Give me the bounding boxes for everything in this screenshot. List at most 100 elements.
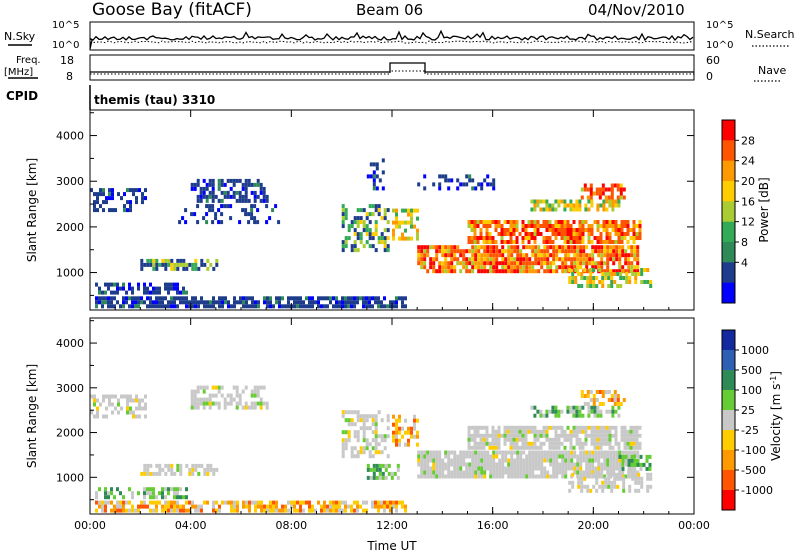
heatmap-cell <box>492 186 496 191</box>
heatmap-cell <box>533 240 537 244</box>
heatmap-cell <box>509 445 513 450</box>
heatmap-cell <box>152 491 155 496</box>
heatmap-cell <box>564 249 568 254</box>
heatmap-cell <box>262 385 266 390</box>
heatmap-cell <box>423 253 427 258</box>
heatmap-cell <box>344 438 348 443</box>
colorbar-frame <box>721 329 736 511</box>
heatmap-cell <box>212 504 215 509</box>
heatmap-cell <box>122 304 125 309</box>
heatmap-cell <box>474 245 478 250</box>
heatmap-cell <box>513 470 517 475</box>
heatmap-cell <box>474 450 478 455</box>
heatmap-cell <box>512 433 516 438</box>
heatmap-cell <box>185 296 188 301</box>
heatmap-cell <box>244 405 248 410</box>
heatmap-cell <box>435 470 439 475</box>
heatmap-cell <box>516 474 520 479</box>
heatmap-cell <box>374 296 377 301</box>
colorbar-tick-label: 20 <box>741 175 755 188</box>
heatmap-cell <box>262 401 266 406</box>
heatmap-cell <box>311 508 314 513</box>
heatmap-cell <box>521 433 525 438</box>
heatmap-cell <box>602 441 606 446</box>
heatmap-cell <box>164 262 168 267</box>
heatmap-cell <box>462 450 466 455</box>
heatmap-cell <box>238 401 242 406</box>
heatmap-cell <box>632 425 636 430</box>
heatmap-cell <box>250 208 254 213</box>
heatmap-cell <box>591 261 595 266</box>
heatmap-cell <box>610 280 614 284</box>
heatmap-cell <box>404 418 407 423</box>
heatmap-cell <box>546 253 550 258</box>
heatmap-cell <box>143 504 146 509</box>
heatmap-cell <box>96 200 99 205</box>
heatmap-cell <box>525 245 529 250</box>
heatmap-cell <box>568 268 572 272</box>
heatmap-cell <box>494 224 498 228</box>
heatmap-cell <box>572 203 576 208</box>
heatmap-cell <box>587 433 591 438</box>
heatmap-cell <box>108 394 111 399</box>
heatmap-cell <box>621 454 625 459</box>
heatmap-cell <box>537 253 541 258</box>
heatmap-cell <box>432 245 436 250</box>
heatmap-cell <box>164 304 167 309</box>
heatmap-cell <box>492 462 496 467</box>
heatmap-cell <box>596 240 600 244</box>
heatmap-cell <box>567 265 571 270</box>
heatmap-cell <box>387 463 391 468</box>
heatmap-cell <box>338 304 341 309</box>
heatmap-cell <box>516 253 520 258</box>
heatmap-cell <box>630 450 634 455</box>
heatmap-cell <box>598 268 602 272</box>
heatmap-cell <box>617 232 621 236</box>
heatmap-cell <box>456 249 460 254</box>
heatmap-cell <box>623 236 627 240</box>
heatmap-cell <box>622 484 626 489</box>
heatmap-cell <box>597 458 601 463</box>
heatmap-cell <box>350 446 354 451</box>
heatmap-cell <box>649 284 653 288</box>
heatmap-cell <box>494 228 498 232</box>
heatmap-cell <box>612 253 616 258</box>
heatmap-cell <box>404 296 407 301</box>
heatmap-cell <box>606 249 610 254</box>
heatmap-cell <box>576 245 580 250</box>
heatmap-cell <box>539 207 543 212</box>
heatmap-cell <box>483 269 487 274</box>
heatmap-cell <box>371 500 374 505</box>
heatmap-cell <box>521 224 525 228</box>
heatmap-cell <box>182 290 185 295</box>
heatmap-cell <box>383 500 386 505</box>
heatmap-cell <box>608 445 612 450</box>
heatmap-cell <box>101 296 104 301</box>
heatmap-cell <box>548 224 552 228</box>
heatmap-cell <box>576 257 580 262</box>
heatmap-cell <box>471 178 475 183</box>
heatmap-cell <box>143 491 146 496</box>
heatmap-cell <box>129 394 132 399</box>
heatmap-cell <box>383 216 387 221</box>
heatmap-cell <box>488 240 492 244</box>
heatmap-cell <box>557 203 561 208</box>
heatmap-cell <box>569 224 573 228</box>
heatmap-cell <box>188 500 191 505</box>
heatmap-cell <box>527 425 531 430</box>
heatmap-cell <box>495 470 499 475</box>
heatmap-cell <box>545 429 549 434</box>
heatmap-cell <box>586 472 590 477</box>
heatmap-cell <box>377 442 381 447</box>
heatmap-cell <box>491 433 495 438</box>
heatmap-cell <box>120 406 123 411</box>
heatmap-cell <box>622 195 626 200</box>
heatmap-cell <box>598 280 602 284</box>
heatmap-cell <box>179 300 182 305</box>
heatmap-cell <box>504 454 508 459</box>
heatmap-cell <box>572 445 576 450</box>
heatmap-cell <box>631 476 635 481</box>
heatmap-cell <box>423 249 427 254</box>
heatmap-cell <box>630 458 634 463</box>
heatmap-cell <box>518 433 522 438</box>
